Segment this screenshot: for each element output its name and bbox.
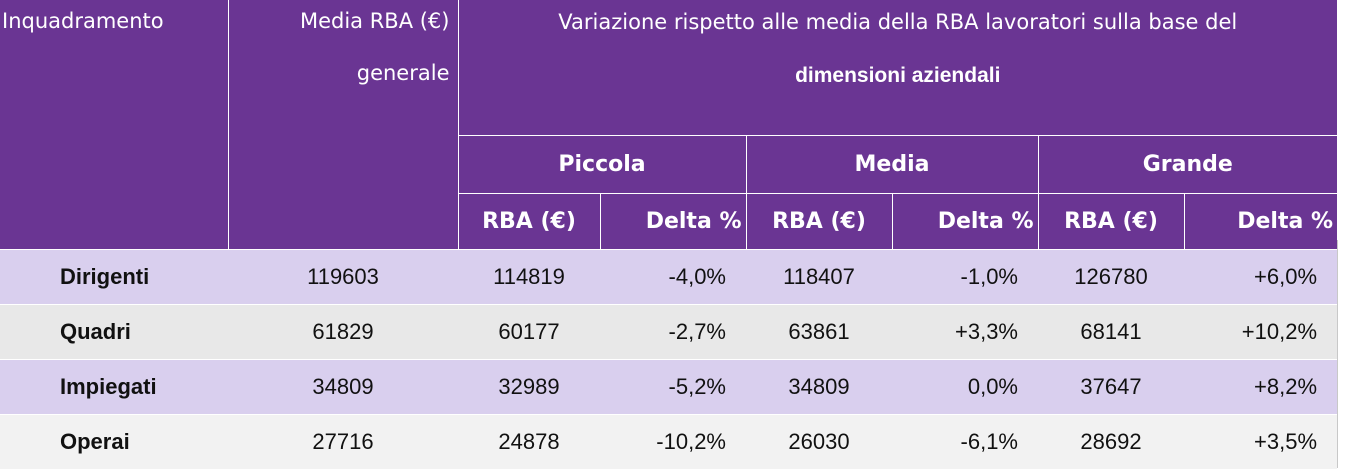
table-row: Impiegati 34809 32989 -5,2% 34809 0,0% 3… [0, 359, 1338, 415]
cell-grande-delta: +3,5% [1184, 414, 1338, 470]
header-grande-rba: RBA (€) [1037, 193, 1184, 250]
header-piccola-rba: RBA (€) [457, 193, 600, 250]
cell-grande-rba: 126780 [1038, 249, 1184, 305]
cell-piccola-delta: -5,2% [600, 359, 746, 415]
cell-media-rba: 63861 [746, 304, 892, 360]
cell-grande-rba: 37647 [1038, 359, 1184, 415]
cell-media-generale: 61829 [228, 304, 458, 360]
header-media-line2: generale [356, 61, 450, 85]
cell-media-delta: -6,1% [892, 414, 1038, 470]
header-grande-delta: Delta % [1183, 193, 1338, 250]
cell-media-delta: -1,0% [892, 249, 1038, 305]
cell-piccola-rba: 24878 [458, 414, 600, 470]
header-variazione-line1: Variazione rispetto alle media della RBA… [558, 10, 1238, 34]
cell-piccola-delta: -2,7% [600, 304, 746, 360]
header-variazione-line2: dimensioni aziendali [795, 64, 1001, 87]
row-category: Impiegati [0, 359, 228, 415]
header-variazione: Variazione rispetto alle media della RBA… [457, 0, 1338, 136]
header-size-grande: Grande [1037, 135, 1338, 194]
cell-piccola-rba: 114819 [458, 249, 600, 305]
table-body: Dirigenti 119603 114819 -4,0% 118407 -1,… [0, 249, 1338, 470]
header-media-rba: Media RBA (€) generale [227, 0, 458, 250]
cell-grande-rba: 68141 [1038, 304, 1184, 360]
header-media-line1: Media RBA (€) [299, 9, 450, 33]
cell-piccola-rba: 60177 [458, 304, 600, 360]
cell-grande-delta: +8,2% [1184, 359, 1338, 415]
cell-grande-rba: 28692 [1038, 414, 1184, 470]
cell-grande-delta: +6,0% [1184, 249, 1338, 305]
cell-piccola-delta: -10,2% [600, 414, 746, 470]
cell-media-rba: 34809 [746, 359, 892, 415]
header-piccola-delta: Delta % [599, 193, 746, 250]
table-header: Inquadramento Media RBA (€) generale Var… [0, 0, 1338, 250]
header-media-rba-sub: RBA (€) [745, 193, 892, 250]
cell-piccola-rba: 32989 [458, 359, 600, 415]
table-right-border [1337, 240, 1338, 468]
header-media-delta: Delta % [891, 193, 1038, 250]
header-size-media: Media [745, 135, 1038, 194]
cell-media-generale: 27716 [228, 414, 458, 470]
cell-media-generale: 34809 [228, 359, 458, 415]
cell-grande-delta: +10,2% [1184, 304, 1338, 360]
cell-piccola-delta: -4,0% [600, 249, 746, 305]
header-inquadramento: Inquadramento [0, 0, 228, 250]
row-category: Dirigenti [0, 249, 228, 305]
header-size-piccola: Piccola [457, 135, 746, 194]
row-category: Operai [0, 414, 228, 470]
cell-media-rba: 26030 [746, 414, 892, 470]
cell-media-delta: 0,0% [892, 359, 1038, 415]
cell-media-generale: 119603 [228, 249, 458, 305]
table-row: Operai 27716 24878 -10,2% 26030 -6,1% 28… [0, 414, 1338, 470]
cell-media-rba: 118407 [746, 249, 892, 305]
table-row: Quadri 61829 60177 -2,7% 63861 +3,3% 681… [0, 304, 1338, 360]
row-category: Quadri [0, 304, 228, 360]
table-row: Dirigenti 119603 114819 -4,0% 118407 -1,… [0, 249, 1338, 305]
cell-media-delta: +3,3% [892, 304, 1038, 360]
